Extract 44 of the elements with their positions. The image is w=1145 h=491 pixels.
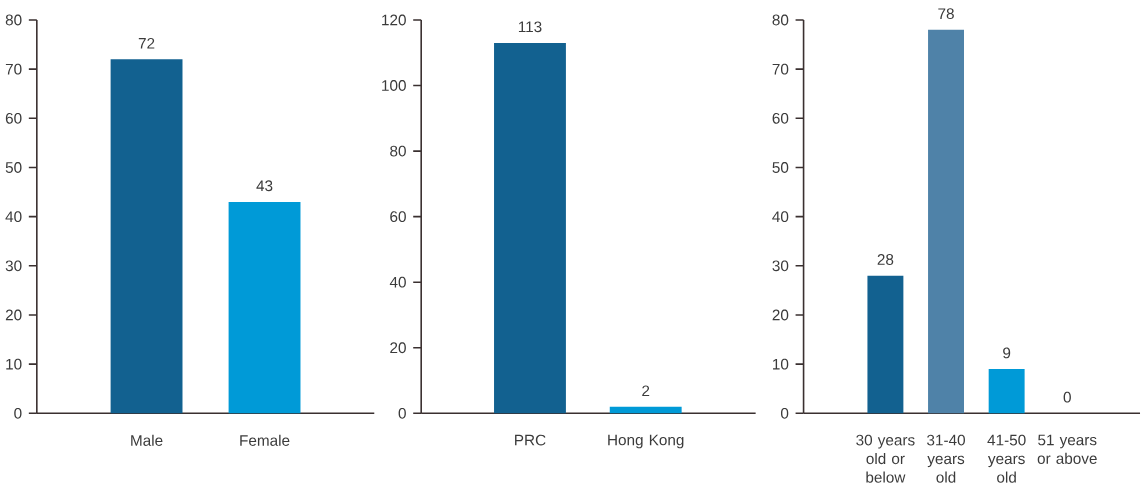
- data-label: 2: [642, 385, 650, 396]
- y-tick-label: 20: [390, 342, 406, 354]
- y-tick-label: 50: [5, 161, 22, 173]
- x-tick-label: Female: [240, 434, 290, 446]
- y-tick-label: 30: [5, 260, 22, 272]
- y-tick-label: 50: [772, 161, 789, 173]
- y-tick-label: 0: [780, 407, 789, 419]
- y-tick-label: 60: [5, 112, 22, 124]
- y-tick-label: 0: [398, 407, 406, 419]
- y-tick-label: 60: [390, 211, 406, 222]
- data-label: 28: [877, 254, 894, 265]
- y-tick-label: 80: [5, 14, 22, 26]
- y-tick-label: 20: [772, 309, 789, 321]
- bar: [988, 368, 1025, 414]
- y-tick-label: 10: [773, 358, 789, 370]
- x-tick-label: 41-50 years old: [987, 434, 1026, 483]
- bar: [928, 29, 964, 414]
- y-tick-label: 80: [390, 145, 406, 157]
- y-tick-label: 70: [5, 63, 22, 75]
- x-tick-label: 51 years or above: [1037, 434, 1097, 464]
- y-tick-label: 60: [772, 112, 789, 124]
- bar: [867, 275, 904, 414]
- data-label: 113: [518, 21, 542, 33]
- data-label: 0: [1063, 391, 1071, 403]
- y-tick-label: 30: [772, 260, 789, 272]
- x-tick-label: Male: [131, 434, 163, 446]
- y-tick-label: 0: [14, 407, 22, 419]
- y-tick-label: 40: [389, 276, 406, 288]
- x-tick-label: 30 years old or below: [856, 434, 915, 483]
- y-tick-label: 20: [5, 309, 22, 321]
- y-tick-label: 70: [772, 63, 789, 75]
- y-tick-label: 10: [6, 358, 22, 370]
- data-label: 43: [256, 180, 273, 192]
- y-tick-label: 40: [5, 211, 22, 222]
- y-tick-label: 120: [382, 14, 406, 26]
- y-tick-label: 80: [772, 14, 789, 26]
- x-tick-label: Hong Kong: [608, 434, 684, 449]
- data-label: 78: [938, 8, 954, 20]
- data-label: 9: [1003, 347, 1011, 359]
- y-tick-label: 40: [772, 211, 789, 222]
- x-tick-label: 31-40 years old: [927, 434, 965, 483]
- y-tick-label: 100: [382, 80, 406, 91]
- data-label: 72: [138, 37, 155, 49]
- x-tick-label: PRC: [515, 434, 546, 446]
